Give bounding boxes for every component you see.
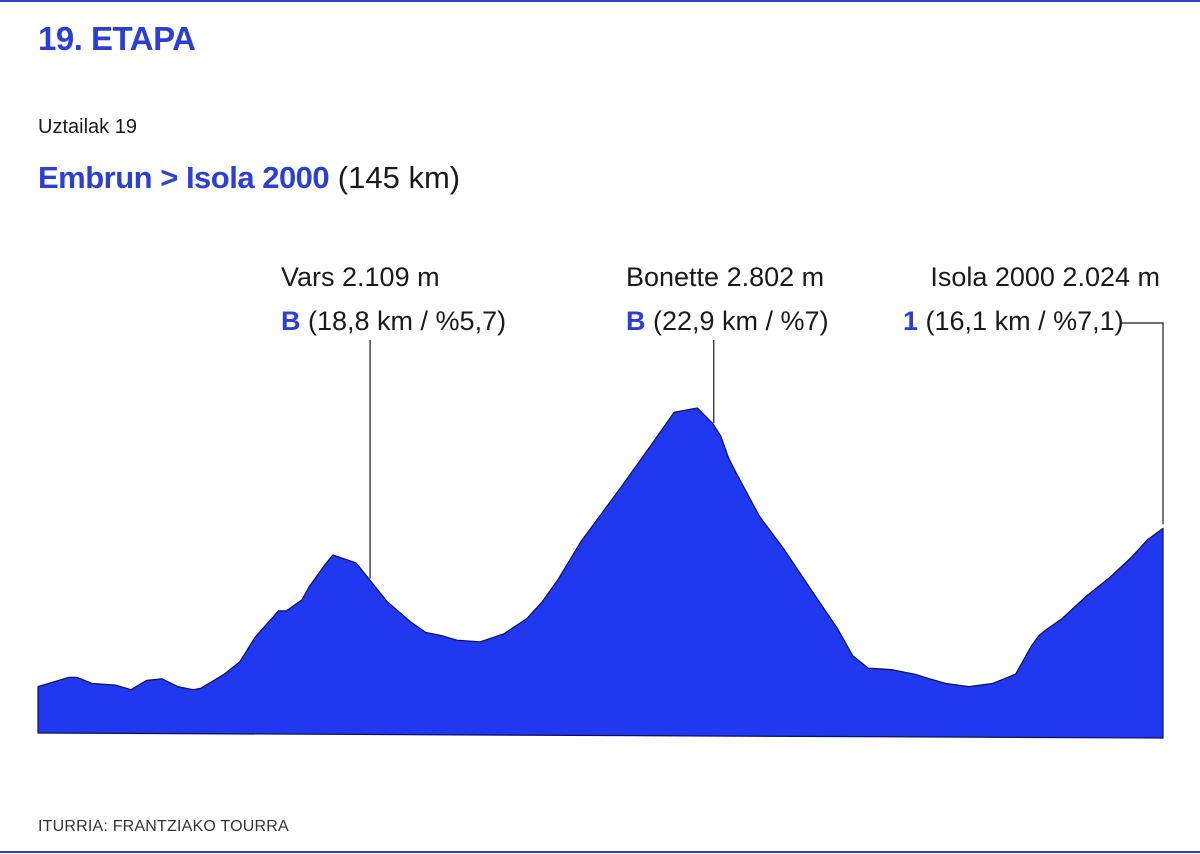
climb-details: (16,1 km / %7,1) bbox=[918, 306, 1124, 336]
climb-vars: Vars 2.109 m B (18,8 km / %5,7) bbox=[281, 262, 506, 579]
climb-name: Vars 2.109 m bbox=[281, 262, 440, 292]
elevation-profile-area bbox=[37, 407, 1164, 739]
climb-details: (22,9 km / %7) bbox=[646, 306, 829, 336]
climb-info: B (18,8 km / %5,7) bbox=[281, 306, 506, 336]
climb-info: 1 (16,1 km / %7,1) bbox=[903, 306, 1124, 336]
bottom-rule bbox=[0, 851, 1200, 853]
climb-name: Isola 2000 2.024 m bbox=[930, 262, 1160, 292]
source-note: ITURRIA: FRANTZIAKO TOURRA bbox=[38, 818, 289, 835]
route-distance: (145 km) bbox=[337, 160, 461, 195]
stage-title: 19. ETAPA bbox=[38, 20, 196, 57]
climb-details: (18,8 km / %5,7) bbox=[301, 306, 507, 336]
stage-date: Uztailak 19 bbox=[38, 116, 137, 138]
climb-isola: Isola 2000 2.024 m 1 (16,1 km / %7,1) bbox=[903, 262, 1164, 525]
top-rule bbox=[0, 0, 1200, 2]
climb-bonette: Bonette 2.802 m B (22,9 km / %7) bbox=[626, 262, 829, 424]
climb-name: Bonette 2.802 m bbox=[626, 262, 824, 292]
route-name: Embrun > Isola 2000 bbox=[38, 160, 330, 195]
route-line: Embrun > Isola 2000 (145 km) bbox=[38, 160, 460, 196]
climb-leader-line bbox=[1120, 322, 1164, 525]
climb-annotations: Vars 2.109 m B (18,8 km / %5,7) Bonette 2.… bbox=[281, 262, 1164, 579]
climb-category: B bbox=[281, 306, 301, 336]
climb-info: B (22,9 km / %7) bbox=[626, 306, 829, 336]
climb-category: B bbox=[626, 306, 646, 336]
climb-category: 1 bbox=[903, 306, 918, 336]
